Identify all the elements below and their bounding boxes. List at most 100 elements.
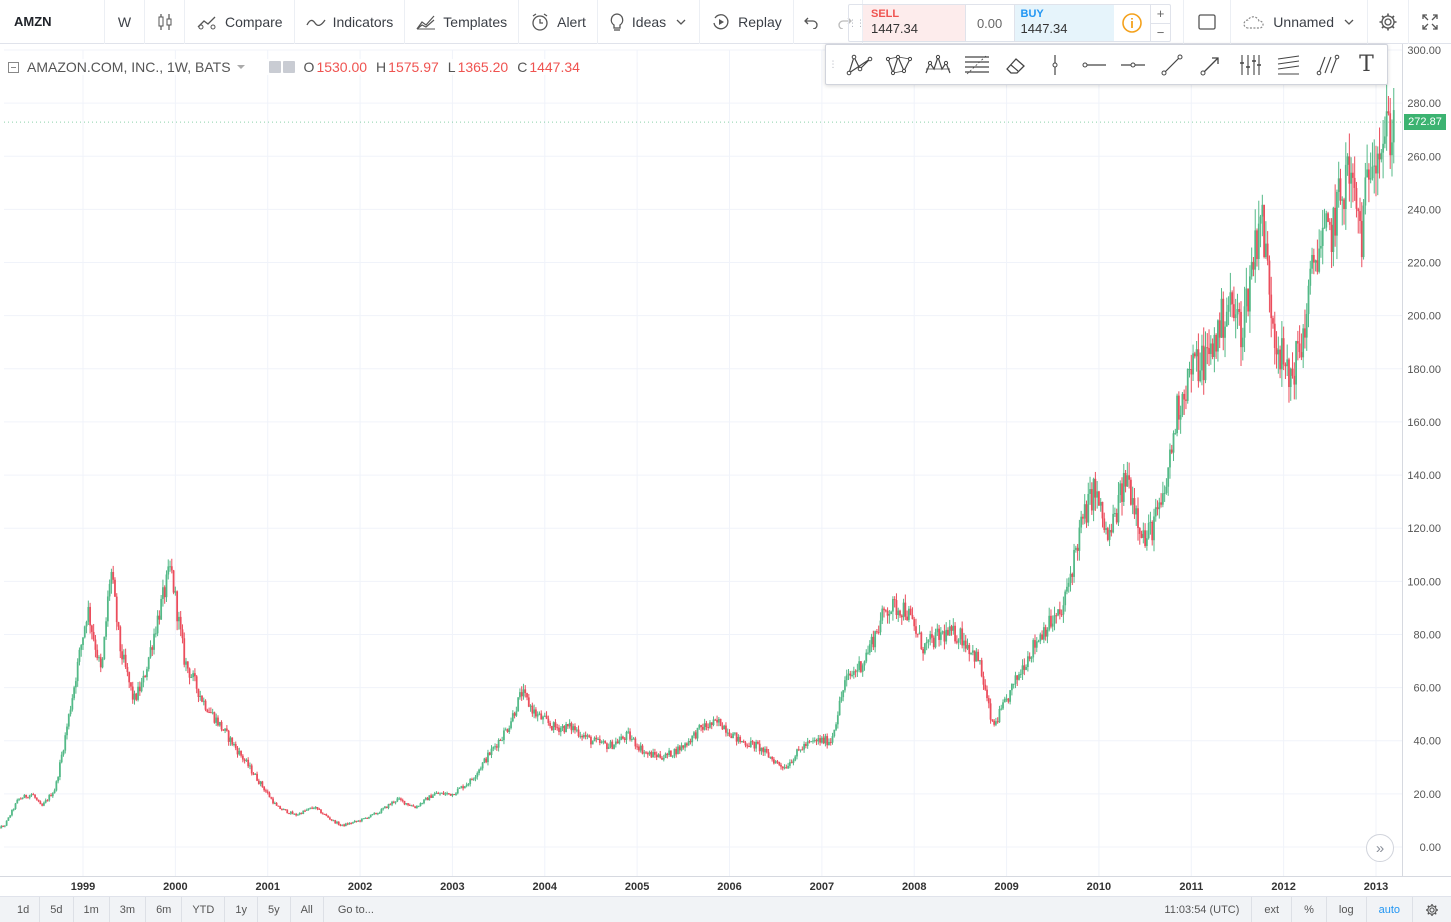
- minus-button[interactable]: −: [1156, 24, 1165, 40]
- text-tool[interactable]: T: [1347, 45, 1386, 84]
- compare-button[interactable]: Compare: [185, 0, 295, 44]
- eye-icon[interactable]: [268, 61, 281, 73]
- trade-info-button[interactable]: [1114, 5, 1150, 41]
- goto-date-button[interactable]: Go to...: [337, 903, 374, 916]
- candle-body: [1179, 414, 1182, 420]
- candle-body: [915, 626, 917, 634]
- candle-body: [876, 631, 878, 633]
- indicators-button[interactable]: Indicators: [295, 0, 406, 44]
- abcd-pattern-tool[interactable]: [840, 45, 879, 84]
- fullscreen-button[interactable]: [1408, 0, 1451, 44]
- candle-body: [1209, 343, 1212, 355]
- candle-body: [1330, 224, 1333, 253]
- candle-body: [1058, 609, 1061, 615]
- range-button-1y[interactable]: 1y: [225, 896, 258, 922]
- candle-body: [563, 726, 566, 733]
- close-label: C: [517, 59, 528, 75]
- settings-button[interactable]: [1367, 0, 1408, 44]
- plus-button[interactable]: +: [1151, 5, 1170, 24]
- candle-body: [725, 725, 727, 733]
- candle-body: [1341, 199, 1344, 201]
- candle-body: [133, 693, 136, 700]
- replay-icon: [713, 13, 729, 29]
- caret-down-icon[interactable]: [235, 62, 247, 72]
- range-button-5d[interactable]: 5d: [40, 896, 74, 922]
- xabcd-pattern-tool[interactable]: [879, 45, 918, 84]
- candle-body: [497, 739, 500, 748]
- range-button-3m[interactable]: 3m: [110, 896, 147, 922]
- percent-scale-toggle[interactable]: %: [1291, 897, 1326, 922]
- interval-button[interactable]: W: [105, 0, 145, 44]
- candle-body: [662, 757, 665, 760]
- settings-small-icon[interactable]: [282, 61, 295, 73]
- auto-scale-toggle[interactable]: auto: [1365, 897, 1412, 922]
- drag-handle-icon[interactable]: ⋮⋮: [848, 17, 865, 28]
- candle-body: [384, 806, 386, 809]
- range-button-1d[interactable]: 1d: [0, 896, 41, 922]
- x-tick-label: 2013: [1364, 881, 1388, 893]
- candle-body: [863, 661, 866, 666]
- range-button-6m[interactable]: 6m: [146, 896, 183, 922]
- eraser-tool[interactable]: [996, 45, 1035, 84]
- range-button-ytd[interactable]: YTD: [182, 896, 226, 922]
- extended-hours-toggle[interactable]: ext: [1251, 897, 1291, 922]
- fib-channel-tool[interactable]: [1269, 45, 1308, 84]
- candle-body: [991, 719, 994, 721]
- horizontal-line-tool[interactable]: [1113, 45, 1152, 84]
- arrow-tool[interactable]: [1191, 45, 1230, 84]
- head-shoulders-tool[interactable]: [918, 45, 957, 84]
- ideas-button[interactable]: Ideas: [598, 0, 701, 44]
- candle-body: [593, 737, 596, 742]
- price-chart[interactable]: 0.00 20.00 40.00 60.00 80.00 100.00 120.00 140.…: [0, 44, 1451, 897]
- candle-body: [55, 781, 58, 791]
- candle-body: [955, 641, 958, 643]
- scroll-to-realtime-button[interactable]: »: [1366, 834, 1394, 862]
- range-button-5y[interactable]: 5y: [258, 896, 291, 922]
- utc-clock[interactable]: 11:03:54 (UTC): [1164, 904, 1240, 916]
- candle-body: [162, 587, 164, 599]
- candle-body: [693, 732, 695, 736]
- trend-line-tool[interactable]: [1152, 45, 1191, 84]
- chart-settings-button[interactable]: [1412, 897, 1451, 922]
- candle-body: [581, 735, 583, 738]
- candle-body: [1034, 640, 1036, 648]
- layout-save-button[interactable]: Unnamed: [1230, 0, 1367, 44]
- chart-type-button[interactable]: [145, 0, 185, 44]
- sell-button[interactable]: SELL 1447.34: [863, 5, 965, 41]
- candle-body: [131, 686, 134, 700]
- range-button-1m[interactable]: 1m: [74, 896, 110, 922]
- candle-body: [359, 820, 361, 822]
- fullscreen-layout-button[interactable]: [1183, 0, 1230, 44]
- candle-body: [597, 738, 599, 740]
- candle-body: [462, 786, 464, 789]
- candle-body: [513, 713, 516, 716]
- candle-body: [748, 746, 750, 748]
- pitchfork-tool[interactable]: [1230, 45, 1269, 84]
- vertical-line-tool[interactable]: [1035, 45, 1074, 84]
- symbol-search-button[interactable]: AMZN: [0, 0, 105, 44]
- series-title[interactable]: AMAZON.COM, INC., 1W, BATS: [27, 59, 231, 75]
- candle-body: [753, 741, 756, 749]
- undo-button[interactable]: [794, 0, 828, 44]
- candle-body: [632, 738, 635, 740]
- gann-tool[interactable]: [1308, 45, 1347, 84]
- templates-button[interactable]: Templates: [405, 0, 520, 44]
- buy-button[interactable]: BUY 1447.34: [1014, 5, 1115, 41]
- candle-body: [900, 615, 903, 618]
- candle-body: [211, 712, 214, 714]
- candle-body: [780, 764, 782, 767]
- candle-body: [1089, 489, 1091, 494]
- chart-pane[interactable]: 0.00 20.00 40.00 60.00 80.00 100.00 120.00 140.…: [0, 44, 1451, 897]
- replay-button[interactable]: Replay: [700, 0, 794, 44]
- log-scale-toggle[interactable]: log: [1325, 897, 1366, 922]
- horizontal-ray-tool[interactable]: [1074, 45, 1113, 84]
- collapse-legend-icon[interactable]: [8, 61, 19, 73]
- drag-handle-icon[interactable]: ⋮: [828, 59, 838, 69]
- candle-body: [909, 608, 912, 615]
- candle-body: [835, 724, 837, 730]
- candle-body: [98, 657, 100, 659]
- fib-retracement-tool[interactable]: [957, 45, 996, 84]
- alert-button[interactable]: Alert: [519, 0, 598, 44]
- range-button-all[interactable]: All: [291, 896, 324, 922]
- candle-body: [650, 752, 653, 758]
